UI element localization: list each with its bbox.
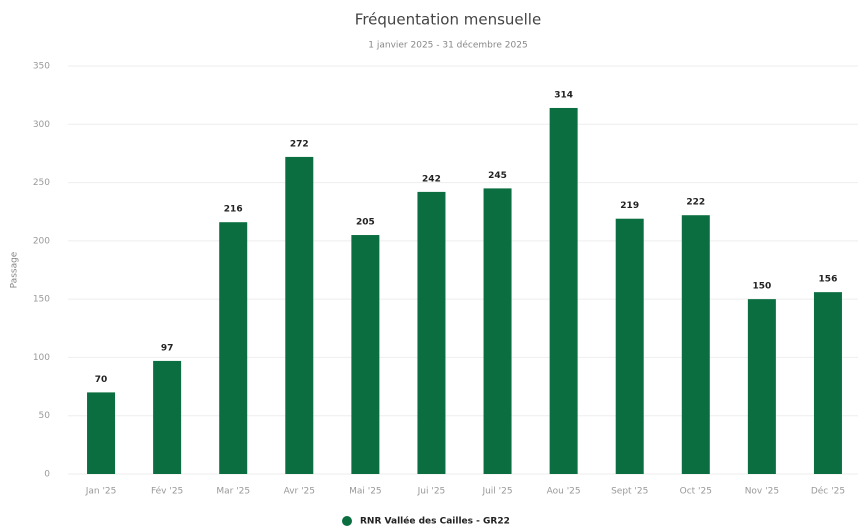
bar xyxy=(681,215,710,474)
x-tick-label: Aou '25 xyxy=(547,487,581,497)
bar xyxy=(417,191,446,474)
x-tick-label: Jan '25 xyxy=(85,487,117,497)
bar xyxy=(285,156,314,474)
data-label: 150 xyxy=(752,282,771,292)
data-label: 97 xyxy=(161,343,174,353)
bar xyxy=(813,292,842,474)
y-tick-label: 150 xyxy=(33,295,50,305)
data-label: 156 xyxy=(819,275,838,285)
legend-label: RNR Vallée des Cailles - GR22 xyxy=(360,516,510,527)
x-tick-label: Oct '25 xyxy=(680,487,712,497)
x-tick-label: Nov '25 xyxy=(745,487,779,497)
bar xyxy=(87,392,116,474)
x-tick-label: Jui '25 xyxy=(417,487,446,497)
y-tick-label: 250 xyxy=(33,178,50,188)
bar xyxy=(615,218,644,474)
data-label: 205 xyxy=(356,218,375,228)
bar xyxy=(219,222,248,474)
y-axis-label: Passage xyxy=(10,251,20,288)
bar xyxy=(483,188,512,474)
x-tick-label: Fév '25 xyxy=(151,486,183,497)
x-tick-label: Mar '25 xyxy=(216,487,250,497)
data-label: 222 xyxy=(686,198,705,208)
bar xyxy=(747,299,776,474)
x-tick-label: Avr '25 xyxy=(284,487,315,497)
x-tick-label: Sept '25 xyxy=(611,487,648,497)
legend-marker xyxy=(342,516,352,526)
y-tick-label: 0 xyxy=(44,470,50,480)
chart-title: Fréquentation mensuelle xyxy=(355,11,541,29)
data-label: 242 xyxy=(422,174,441,184)
bar xyxy=(351,235,380,474)
x-tick-label: Déc '25 xyxy=(811,486,845,497)
y-tick-label: 100 xyxy=(33,353,50,363)
data-label: 70 xyxy=(95,375,108,385)
data-label: 245 xyxy=(488,171,507,181)
bar xyxy=(153,360,182,474)
y-tick-label: 200 xyxy=(33,236,50,246)
x-tick-label: Mai '25 xyxy=(349,487,382,497)
data-label: 314 xyxy=(554,90,573,100)
data-label: 216 xyxy=(224,205,243,215)
x-tick-label: Juil '25 xyxy=(481,487,512,497)
data-label: 272 xyxy=(290,139,309,149)
y-tick-label: 350 xyxy=(33,62,50,72)
bar xyxy=(549,107,578,475)
data-label: 219 xyxy=(620,201,639,211)
chart-subtitle: 1 janvier 2025 - 31 décembre 2025 xyxy=(368,40,527,51)
y-tick-label: 300 xyxy=(33,120,50,130)
y-tick-label: 50 xyxy=(39,411,51,421)
